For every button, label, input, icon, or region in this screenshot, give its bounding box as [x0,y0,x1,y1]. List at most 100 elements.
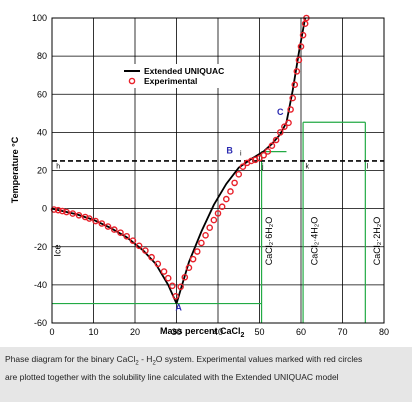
uniquac-curve-segment [285,17,307,123]
annotation-label: k [305,164,309,171]
caption-text-a: Phase diagram for the binary CaCl [5,354,136,364]
experimental-point [235,171,243,178]
legend-label-model: Extended UNIQUAC [144,66,224,76]
experimental-point [281,123,288,130]
x-tick-labels: 0 10 20 30 40 50 60 70 80 [49,327,389,337]
phase-region-label: Ice [52,245,62,257]
experimental-point [181,273,189,281]
experimental-point [110,226,118,233]
experimental-point [59,207,66,215]
phase-region-label: CaCl₂·6H₂O [264,217,274,266]
experimental-point [164,274,172,282]
experimental-point [193,248,201,255]
experimental-point [260,151,267,159]
chart-background [0,0,412,347]
experimental-point [293,68,301,75]
x-tick-label: 20 [130,327,140,337]
experimental-point [239,163,247,170]
experimental-point [129,237,137,244]
experimental-point [177,283,184,291]
experimental-point [117,229,124,236]
experimental-point [198,239,205,247]
experimental-point [50,206,58,213]
phase-labels: Ice CaCl₂·6H₂O CaCl₂·4H₂O CaCl₂·2H₂O [52,217,382,266]
experimental-point [123,232,130,240]
legend-label-experimental: Experimental [144,76,197,86]
figure-caption: Phase diagram for the binary CaCl2 - H2O… [0,347,412,402]
experimental-point [86,215,93,222]
experimental-point [202,232,209,239]
annotation-label: j [261,164,264,171]
legend-marker-swatch [128,77,136,85]
experimental-point [264,148,272,155]
phase-lines [52,121,366,323]
x-tick-label: 60 [296,327,306,337]
experimental-point [75,211,83,219]
experimental-point [287,106,294,113]
annotations: A B Ch i j k l [56,107,368,312]
experimental-point [301,20,309,28]
experimental-point [54,206,62,214]
experimental-point [276,129,284,136]
experimental-point [142,247,149,254]
experimental-point [69,210,77,217]
experimental-point [285,119,292,127]
experimental-point [63,208,70,216]
plot-frame [51,17,385,324]
experimental-point [98,220,106,227]
y-axis-label: Temperature °C [10,136,20,203]
experimental-point [92,217,99,225]
caption-line-1: Phase diagram for the binary CaCl2 - H2O… [5,353,408,371]
experimental-point [214,210,222,217]
y-tick-label: 100 [32,13,47,23]
experimental-point [299,31,307,39]
annotation-label: C [277,107,284,117]
experimental-point [104,223,112,230]
experimental-point [218,203,226,211]
experimental-point [295,56,303,64]
y-tick-label: 20 [37,166,47,176]
annotation-label: A [175,303,182,313]
caption-sub-b: 2 [152,360,156,367]
legend: Extended UNIQUAC Experimental [120,64,224,88]
y-tick-label: -60 [34,318,47,328]
experimental-point [222,195,230,203]
x-tick-label: 10 [88,327,98,337]
y-tick-label: -40 [34,280,47,290]
experimental-point [185,264,193,272]
uniquac-curve-segment [263,121,288,153]
caption-sub-a: 2 [135,360,139,367]
annotation-label: i [240,150,242,157]
y-tick-label: 40 [37,127,47,137]
experimental-point [289,94,297,102]
experimental-point [272,136,280,144]
experimental-point [206,224,213,231]
annotation-label: h [56,164,60,171]
x-tick-label: 0 [49,327,54,337]
legend-box [120,64,224,88]
y-tick-labels: -60 -40 -20 0 20 40 60 80 100 [32,13,47,328]
phase-region-label: CaCl₂·2H₂O [372,217,382,266]
experimental-point [231,179,238,187]
experimental-point [247,157,255,165]
experimental-point [160,268,168,275]
experimental-points [50,14,310,300]
y-tick-label: 0 [42,204,47,214]
experimental-point [148,253,155,261]
x-tick-label: 50 [254,327,264,337]
caption-line-2: are plotted together with the solubility… [5,371,339,382]
y-tick-label: -20 [34,242,47,252]
y-tick-label: 80 [37,51,47,61]
phase-diagram-chart: 0 10 20 30 40 50 60 70 80 -60-40-20020406080100 … [0,0,412,347]
phase-region-label: CaCl₂·4H₂O [310,217,320,266]
experimental-point [291,81,299,89]
experimental-point [172,293,179,300]
experimental-point [210,216,218,224]
experimental-point [227,188,234,195]
caption-text-b: - H [138,354,153,364]
experimental-point [154,260,162,268]
y-tick-label: 60 [37,89,47,99]
experimental-point [169,282,176,290]
annotation-label: B [226,145,233,155]
x-tick-label: 70 [337,327,347,337]
